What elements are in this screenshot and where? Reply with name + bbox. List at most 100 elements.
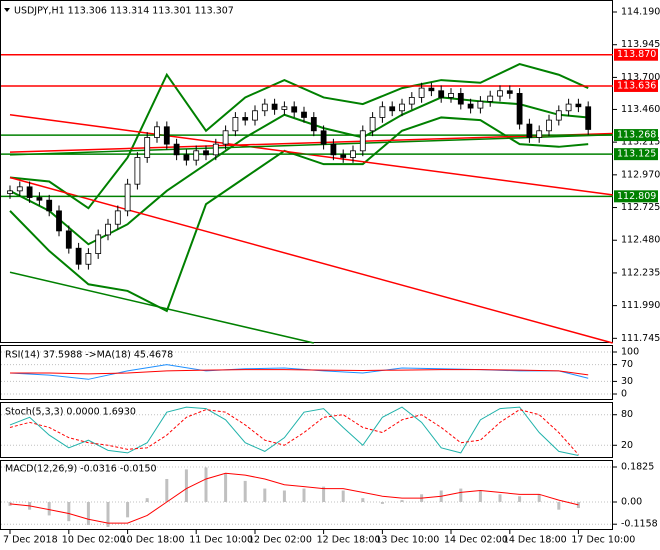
y-tick-label: 112.480	[621, 235, 660, 246]
y-tick-label: 112.970	[621, 169, 660, 180]
macd-bar	[106, 502, 110, 527]
candle-body	[291, 106, 298, 113]
indicator-line	[9, 116, 589, 313]
main-panel	[0, 0, 613, 343]
y-tick-label: 113.215	[621, 137, 660, 148]
level-box	[614, 48, 658, 61]
y-tick-label: 112.235	[621, 267, 660, 278]
candle-body	[173, 143, 180, 156]
trendline	[9, 134, 613, 156]
candle-body	[26, 186, 33, 198]
candle-body	[222, 130, 229, 145]
candle-body	[114, 210, 121, 225]
candle-body	[526, 123, 533, 138]
indicator-line	[9, 62, 589, 210]
candle-body	[261, 103, 268, 112]
candle-body	[212, 143, 219, 156]
macd-bar	[184, 469, 188, 502]
macd-bar	[67, 502, 71, 522]
candle-body	[330, 143, 337, 156]
y-tick-label: 114.190	[621, 7, 660, 18]
level-box	[614, 190, 658, 203]
y-tick-label: -0.1158	[621, 519, 658, 530]
candle-body	[438, 90, 445, 98]
y-tick-label: 70	[621, 359, 633, 370]
rsi-panel	[0, 345, 613, 400]
candle-body	[134, 157, 141, 185]
y-tick-label: 80	[621, 409, 633, 420]
candle-body	[242, 117, 249, 121]
candle-body	[546, 119, 552, 132]
y-tick-label: 0.1825	[621, 462, 654, 473]
macd-bar	[8, 502, 12, 506]
y-tick-label: 20	[621, 440, 633, 451]
y-tick-label: 113.460	[621, 104, 660, 115]
macd-bar	[224, 473, 228, 502]
candle-body	[56, 210, 62, 232]
candle-body	[428, 87, 435, 92]
macd-panel	[0, 460, 613, 530]
y-tick-label: 113.700	[621, 72, 660, 83]
candle-body	[301, 111, 307, 118]
candle-body	[320, 130, 327, 145]
trendline	[9, 176, 613, 344]
y-tick-label: 0.00	[621, 497, 642, 508]
macd-bar	[47, 502, 51, 516]
candle-body	[555, 110, 562, 121]
candle-body	[75, 247, 82, 265]
candle-body	[585, 106, 592, 130]
candle-body	[418, 87, 425, 98]
chart-title: USDJPY,H1 113.306 113.314 113.301 113.30…	[14, 6, 234, 17]
candle-body	[359, 130, 366, 152]
indicator-line	[9, 406, 579, 456]
macd-bar	[380, 502, 384, 504]
candle-body	[350, 150, 356, 158]
candle-body	[154, 126, 160, 138]
level-label: 112.809	[617, 191, 656, 202]
candle-body	[310, 117, 317, 132]
macd-bar	[557, 502, 561, 510]
macd-bar	[263, 488, 267, 502]
indicator-line	[9, 472, 579, 524]
y-tick-label: 0	[621, 388, 627, 399]
candle-body	[389, 106, 396, 112]
macd-bar	[86, 502, 90, 526]
macd-title: MACD(12,26,9) -0.0316 -0.0150	[5, 464, 157, 475]
trendline	[9, 132, 613, 153]
macd-bar	[322, 486, 326, 502]
x-tick-label: 17 Dec 10:00	[571, 535, 635, 546]
candle-body	[65, 230, 72, 249]
candle-body	[183, 154, 190, 161]
macd-bar	[478, 490, 482, 502]
macd-bar	[361, 498, 365, 502]
y-tick-label: 112.725	[621, 202, 660, 213]
candle-body	[105, 223, 111, 236]
candle-body	[565, 103, 572, 112]
candle-body	[399, 103, 405, 112]
candle-body	[193, 150, 200, 161]
candle-body	[487, 95, 494, 102]
macd-bar	[459, 488, 463, 502]
x-tick-label: 14 Dec 18:00	[503, 535, 567, 546]
candle-body	[516, 93, 523, 125]
level-label: 113.268	[617, 130, 656, 141]
macd-bar	[165, 478, 169, 502]
x-tick-label: 14 Dec 02:00	[444, 535, 508, 546]
x-tick-label: 13 Dec 10:00	[375, 535, 439, 546]
y-tick-label: 111.745	[621, 333, 660, 344]
macd-bar	[302, 488, 306, 502]
menu-icon	[4, 8, 10, 12]
candle-body	[497, 90, 503, 97]
candle-body	[369, 117, 376, 132]
candle-body	[408, 97, 415, 105]
candle-body	[467, 103, 474, 109]
rsi-title: RSI(14) 37.5988 ->MA(18) 45.4678	[5, 350, 173, 361]
candle-body	[144, 137, 151, 158]
x-tick-label: 12 Dec 02:00	[248, 535, 312, 546]
x-tick-label: 7 Dec 2018	[3, 535, 58, 546]
candle-body	[340, 154, 347, 158]
y-tick-label: 113.945	[621, 39, 660, 50]
candle-body	[506, 90, 513, 94]
macd-bar	[126, 502, 130, 518]
candle-body	[16, 186, 23, 192]
